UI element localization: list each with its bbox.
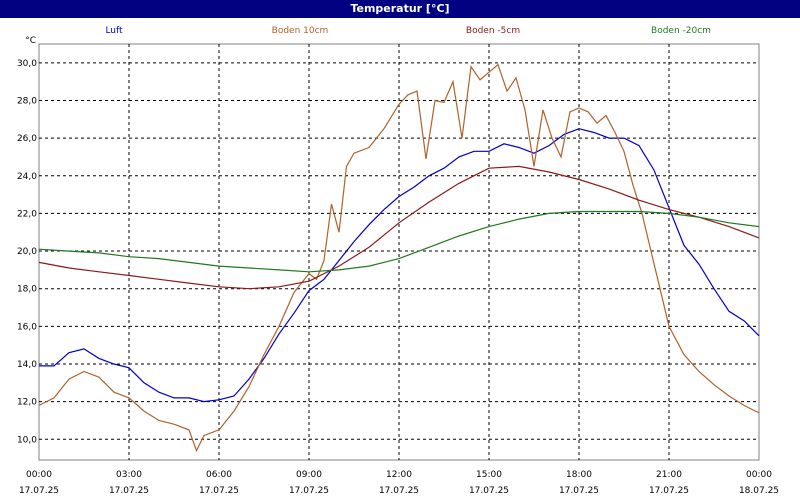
x-tick-date: 17.07.25: [199, 486, 239, 496]
legend-entry: Luft: [105, 26, 123, 36]
x-tick-time: 06:00: [206, 470, 232, 480]
x-tick-date: 17.07.25: [379, 486, 419, 496]
x-tick-date: 17.07.25: [109, 486, 149, 496]
x-tick-time: 03:00: [116, 470, 142, 480]
x-tick-date: 17.07.25: [559, 486, 599, 496]
y-tick-label: 24,0: [17, 172, 37, 182]
x-tick-time: 09:00: [296, 470, 322, 480]
series-line: [38, 210, 760, 273]
x-tick-date: 17.07.25: [649, 486, 689, 496]
x-tick-date: 17.07.25: [19, 486, 59, 496]
x-tick-time: 21:00: [656, 470, 682, 480]
x-tick-time: 00:00: [746, 470, 772, 480]
chart-title-bar: Temperatur [°C]: [0, 0, 800, 18]
y-tick-label: 16,0: [17, 322, 37, 332]
y-tick-label: 10,0: [17, 435, 37, 445]
y-tick-label: 18,0: [17, 285, 37, 295]
x-tick-time: 12:00: [386, 470, 412, 480]
x-tick-time: 18:00: [566, 470, 592, 480]
x-tick-time: 15:00: [476, 470, 502, 480]
legend-entry: Boden -20cm: [651, 26, 711, 36]
legend-entry: Boden 10cm: [272, 26, 329, 36]
legend-entry: Boden -5cm: [466, 26, 520, 36]
x-tick-date: 17.07.25: [469, 486, 509, 496]
series-line: [39, 128, 760, 403]
chart-title: Temperatur [°C]: [350, 2, 450, 15]
x-tick-date: 17.07.25: [289, 486, 329, 496]
y-tick-label: 28,0: [17, 96, 37, 106]
y-tick-label: 20,0: [17, 247, 37, 257]
series-line: [38, 165, 760, 290]
y-axis-unit: °C: [25, 36, 36, 46]
y-tick-label: 26,0: [17, 134, 37, 144]
y-tick-label: 30,0: [17, 59, 37, 69]
x-tick-time: 00:00: [26, 470, 52, 480]
series-line: [38, 63, 760, 453]
y-tick-label: 14,0: [17, 360, 37, 370]
x-tick-date: 18.07.25: [739, 486, 779, 496]
y-tick-label: 12,0: [17, 398, 37, 408]
y-tick-label: 22,0: [17, 209, 37, 219]
